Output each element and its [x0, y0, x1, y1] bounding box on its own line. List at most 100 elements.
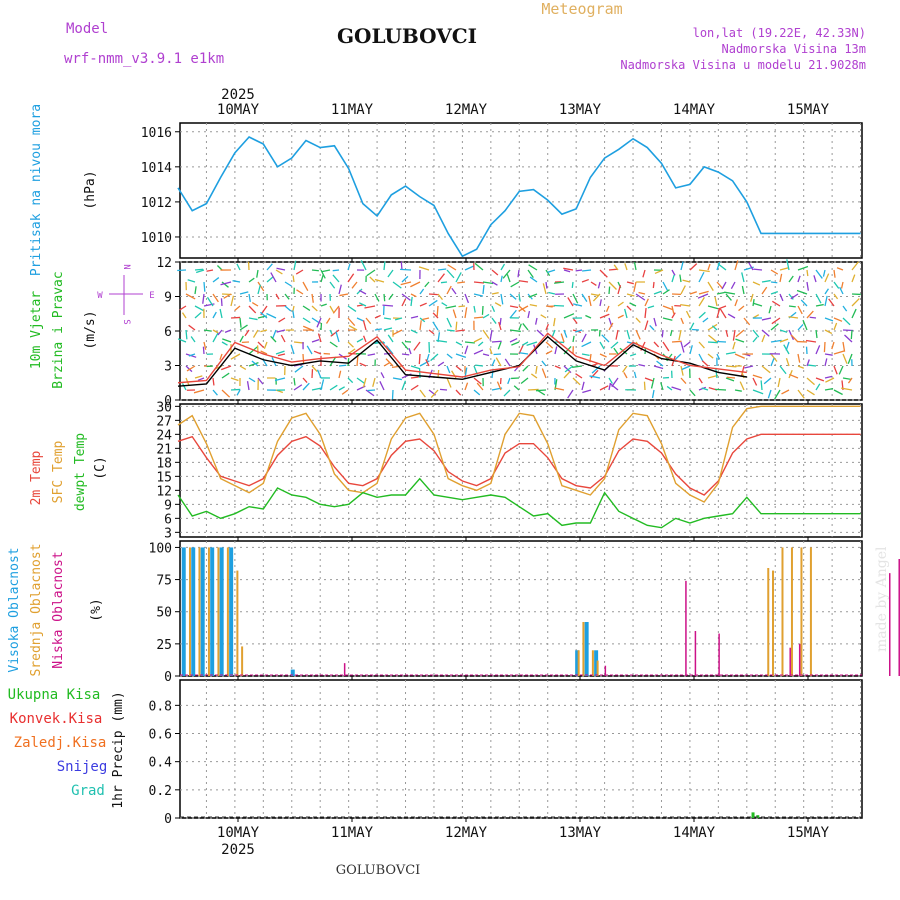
- wind-arrow: [497, 341, 502, 350]
- wind-arrow: [624, 308, 628, 319]
- wind-arrow: [220, 281, 232, 286]
- wind-arrow: [244, 329, 250, 337]
- wind-arrow: [752, 377, 758, 386]
- wind-arrow: [248, 293, 251, 302]
- wind-arrow: [320, 303, 327, 307]
- panel-frame: [179, 403, 863, 538]
- wind-arrow: [779, 293, 784, 302]
- wind-arrow: [511, 341, 520, 346]
- wind-arrow: [770, 339, 782, 343]
- wind-arrow: [457, 281, 466, 284]
- wind-arrow: [788, 316, 799, 319]
- wind-arrow: [446, 317, 452, 328]
- wind-arrow: [824, 288, 829, 295]
- wind-arrow: [608, 268, 618, 271]
- wind-arrow: [698, 290, 709, 295]
- y-tick-label: 100: [149, 541, 172, 556]
- wind-arrow: [564, 365, 574, 373]
- wind-arrow: [725, 377, 735, 382]
- wind-arrow: [347, 358, 350, 367]
- wind-arrow: [528, 293, 538, 298]
- y-tick-label: 3: [164, 526, 172, 541]
- wind-arrow: [581, 333, 587, 343]
- wind-arrow: [797, 353, 801, 363]
- wind-arrow: [768, 305, 772, 314]
- wind-arrow: [306, 345, 313, 355]
- wind-arrow: [643, 381, 646, 391]
- y-tick-label: 1010: [141, 231, 172, 246]
- wind-arrow: [477, 341, 484, 347]
- y-tick-label: 1014: [141, 161, 172, 176]
- wind-arrow: [311, 293, 314, 303]
- wind-arrow: [464, 345, 469, 355]
- wind-arrow: [680, 285, 686, 295]
- wind-arrow: [771, 317, 781, 325]
- wind-arrow: [680, 377, 687, 384]
- wind-arrow: [553, 317, 556, 327]
- wind-arrow: [571, 281, 574, 289]
- wind-arrow: [212, 277, 220, 283]
- wind-arrow: [339, 293, 349, 297]
- wind-arrow: [680, 317, 685, 325]
- wind-arrow: [513, 385, 520, 391]
- wind-arrow: [770, 353, 778, 362]
- wind-arrow: [401, 380, 407, 391]
- y-tick-label: 25: [156, 638, 172, 653]
- wind-arrow: [455, 365, 462, 371]
- wind-arrow: [683, 341, 691, 348]
- wind-arrow: [230, 388, 241, 391]
- wind-arrow: [545, 341, 554, 349]
- wind-arrow: [293, 377, 296, 386]
- wind-arrow: [332, 269, 340, 272]
- y-tick-label: 6: [164, 512, 172, 527]
- lonlat-text: lon,lat (19.22E, 42.33N): [693, 26, 866, 40]
- wind-arrow: [797, 365, 805, 369]
- wind-arrow: [847, 377, 853, 384]
- wind-arrow: [831, 341, 835, 350]
- panel-frame: [179, 679, 863, 819]
- wind-arrow: [473, 377, 482, 385]
- high-cloud-bar: [575, 650, 580, 676]
- y-tick-label: 27: [156, 414, 172, 429]
- wind-arrow: [278, 317, 286, 323]
- wind-arrow: [545, 323, 549, 331]
- wind-arrow: [563, 329, 568, 338]
- wind-arrow: [296, 289, 304, 295]
- wind-arrow: [369, 276, 376, 283]
- wind-arrow: [491, 359, 496, 367]
- wind-arrow: [234, 305, 241, 311]
- model-label: Model: [66, 21, 108, 37]
- wind-arrow: [239, 317, 242, 328]
- wind-arrow: [496, 381, 502, 391]
- wind-arrow: [622, 365, 628, 373]
- wind-arrow: [726, 376, 736, 379]
- wind-arrow: [329, 341, 338, 348]
- day-label-top: 11MAY: [331, 102, 374, 118]
- wind-arrow: [179, 305, 187, 311]
- wind-arrow: [239, 365, 247, 371]
- wind-arrow: [590, 293, 599, 297]
- wind-arrow: [507, 377, 511, 385]
- wind-arrow: [422, 317, 430, 321]
- wind-arrow: [526, 341, 538, 347]
- wind-arrow: [367, 353, 376, 357]
- wind-arrow: [270, 272, 277, 283]
- wind-arrow: [266, 276, 274, 283]
- wind-arrow: [197, 377, 205, 381]
- low-cloud-bar: [604, 665, 607, 676]
- cloud-unit-label: (%): [89, 598, 104, 621]
- y-tick-label: 1012: [141, 196, 172, 211]
- y-tick-label: 12: [156, 484, 172, 499]
- watermark: made by Angel: [874, 546, 890, 652]
- wind-arrow: [563, 269, 571, 273]
- wind-arrow: [186, 365, 196, 372]
- wind-arrow: [440, 281, 448, 284]
- wind-arrow: [725, 329, 729, 337]
- wind-arrow: [610, 341, 619, 349]
- wind-arrow: [194, 268, 204, 271]
- wind-arrow: [500, 263, 506, 271]
- wind-arrow: [362, 320, 367, 331]
- wind-arrow: [669, 329, 673, 337]
- wind-arrow: [572, 377, 581, 386]
- wind-arrow: [529, 304, 538, 307]
